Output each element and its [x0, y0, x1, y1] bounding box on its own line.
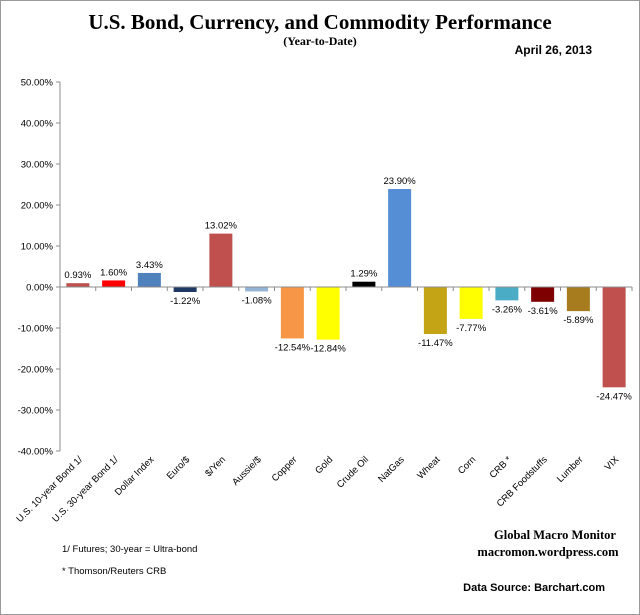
value-label: -1.08%	[242, 295, 273, 306]
bar	[209, 233, 233, 287]
bar	[280, 287, 304, 339]
footnote-futures: 1/ Futures; 30-year = Ultra-bond	[62, 544, 197, 555]
bar	[531, 287, 555, 302]
value-label: 1.29%	[350, 269, 377, 280]
value-label: -24.47%	[596, 391, 632, 402]
bar	[66, 283, 90, 287]
value-label: -5.89%	[563, 315, 594, 326]
credit-url: macromon.wordpress.com	[477, 545, 619, 559]
value-label: -3.61%	[528, 306, 559, 317]
value-label: 13.02%	[205, 221, 238, 232]
bar	[352, 281, 376, 287]
chart-date: April 26, 2013	[515, 43, 593, 57]
chart-title: U.S. Bond, Currency, and Commodity Perfo…	[88, 10, 551, 34]
category-label: Wheat	[415, 454, 442, 481]
value-label: -12.84%	[310, 344, 346, 355]
y-tick-label: 40.00%	[21, 119, 54, 130]
footnote-crb: * Thomson/Reuters CRB	[62, 566, 166, 577]
category-label: Lumber	[555, 454, 586, 485]
value-label: -3.26%	[492, 304, 523, 315]
category-label: Gold	[313, 454, 335, 476]
bar	[423, 287, 447, 335]
category-label: Corn	[456, 454, 478, 476]
bar	[602, 287, 626, 388]
value-label-group: 0.93% 1.60% 3.43% -1.22% 13.02% -1.08% -12.54%…	[64, 176, 632, 402]
value-label: 23.90%	[384, 176, 417, 187]
credit-name: Global Macro Monitor	[494, 528, 616, 542]
category-label: Dollar Index	[113, 454, 157, 498]
bar	[173, 287, 197, 293]
y-tick-label: -20.00%	[18, 365, 54, 376]
category-label: Crude Oil	[335, 454, 371, 490]
category-label: U.S. 10-year Bond 1/	[14, 454, 85, 525]
chart-subtitle: (Year-to-Date)	[283, 34, 357, 48]
category-label: CRB *	[488, 454, 515, 481]
y-tick-label: 0.00%	[26, 283, 53, 294]
y-tick-label: 30.00%	[21, 160, 54, 171]
bar	[316, 287, 340, 340]
y-tick-label: 20.00%	[21, 201, 54, 212]
y-axis: 50.00% 40.00% 30.00% 20.00% 10.00% 0.00% -10.0…	[18, 78, 61, 458]
category-label: VIX	[603, 454, 622, 473]
category-label: Euro/$	[165, 454, 193, 482]
bar	[495, 287, 519, 301]
value-label: 3.43%	[136, 260, 163, 271]
category-label: NatGas	[376, 454, 407, 485]
x-axis	[60, 286, 633, 291]
category-label: Aussie/$	[230, 454, 264, 488]
value-label: 0.93%	[64, 270, 91, 281]
bar-group	[66, 189, 626, 388]
bar	[245, 287, 269, 292]
category-label-group: U.S. 10-year Bond 1/U.S. 30-year Bond 1/…	[14, 454, 621, 525]
category-label: U.S. 30-year Bond 1/	[50, 454, 121, 525]
y-tick-label: -10.00%	[18, 324, 54, 335]
bar	[388, 189, 412, 287]
value-label: -7.77%	[456, 323, 487, 334]
y-tick-label: 50.00%	[21, 78, 54, 89]
category-label: Copper	[270, 454, 300, 484]
bar	[137, 272, 161, 287]
bar	[459, 287, 483, 319]
y-tick-label: -30.00%	[18, 406, 54, 417]
value-label: -1.22%	[170, 296, 201, 307]
y-tick-label: 10.00%	[21, 242, 54, 253]
y-tick-label: -40.00%	[18, 447, 54, 458]
bar	[566, 287, 590, 312]
bar	[102, 280, 126, 287]
data-source: Data Source: Barchart.com	[463, 582, 605, 594]
value-label: -12.54%	[275, 342, 311, 353]
value-label: 1.60%	[100, 267, 127, 278]
category-label: $/Yen	[203, 454, 228, 479]
value-label: -11.47%	[418, 338, 453, 349]
